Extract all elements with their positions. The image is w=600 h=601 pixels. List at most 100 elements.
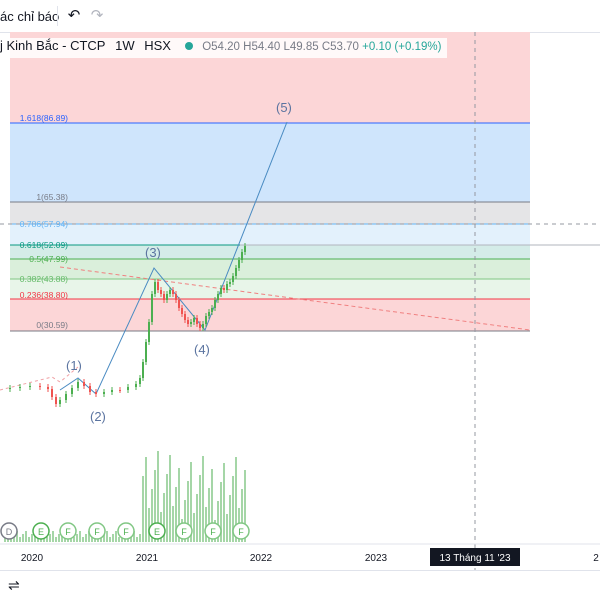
volume-bar (73, 537, 75, 542)
volume-bar (58, 534, 60, 542)
trend-dash-2 (59, 266, 531, 331)
volume-bar (232, 476, 234, 542)
candle-body (151, 294, 153, 322)
fib-label-0786: 0.786(57.94) (20, 219, 68, 229)
volume-bar (25, 531, 27, 542)
event-marker[interactable]: F (175, 522, 193, 540)
event-marker[interactable]: E (148, 522, 166, 540)
volume-bar (82, 537, 84, 542)
x-tick-2023: 2023 (365, 553, 388, 564)
open-value: O54.20 (202, 41, 240, 53)
volume-bar (229, 495, 231, 542)
candle-body (241, 252, 243, 260)
volume-bar (166, 474, 168, 542)
x-tick-2022: 2022 (250, 553, 273, 564)
top-toolbar: ác chỉ báo ↶ ↷ (0, 0, 600, 33)
fib-label-0: 0(30.59) (36, 320, 68, 330)
candle-body (181, 308, 183, 314)
volume-bar (184, 500, 186, 542)
volume-bar (205, 507, 207, 542)
fib-zone-grey (10, 202, 530, 224)
candle-body (89, 386, 91, 392)
candle-body (211, 308, 213, 312)
volume-bar (16, 531, 18, 542)
compare-icon[interactable]: ⇌ (8, 577, 20, 593)
candle-body (47, 387, 49, 389)
event-marker[interactable]: F (232, 522, 250, 540)
candle-body (229, 282, 231, 284)
indicators-button[interactable]: ác chỉ báo (0, 9, 60, 24)
candle-body (163, 294, 165, 300)
volume-bar (112, 534, 114, 542)
close-value: C53.70 (321, 41, 359, 53)
svg-text:D: D (6, 527, 13, 537)
change-value: +0.10 (+0.19%) (362, 41, 442, 53)
volume-bar (235, 457, 237, 542)
event-marker[interactable]: D (0, 522, 18, 540)
candle-body (196, 318, 198, 324)
volume-bar (31, 534, 33, 542)
candle-body (51, 389, 53, 397)
candle-body (214, 300, 216, 308)
chart-canvas[interactable]: 1.618(86.89) 1(65.38) 0.786(57.94) 0.618… (0, 32, 600, 572)
svg-text:F: F (210, 527, 216, 537)
volume-bar (157, 451, 159, 542)
wave-label-1: (1) (66, 358, 82, 373)
event-marker[interactable]: F (204, 522, 222, 540)
volume-bar (211, 469, 213, 542)
candle-body (178, 300, 180, 308)
candle-body (190, 322, 192, 324)
candle-body (111, 390, 113, 392)
volume-bar (178, 468, 180, 542)
undo-icon[interactable]: ↶ (67, 7, 81, 24)
volume-bar (139, 534, 141, 542)
volume-bar (208, 488, 210, 542)
event-markers: D E F F F E F F F (0, 522, 250, 540)
volume-bar (148, 508, 150, 542)
volume-bar (85, 534, 87, 542)
event-marker[interactable]: F (117, 522, 135, 540)
x-tick-next: 2 (593, 553, 599, 564)
fib-label-0236: 0.236(38.80) (20, 290, 68, 300)
volume-bar (37, 537, 39, 542)
volume-bar (52, 531, 54, 542)
candle-body (59, 400, 61, 404)
candle-body (142, 362, 144, 378)
svg-text:F: F (123, 527, 129, 537)
redo-icon[interactable]: ↷ (90, 7, 104, 24)
candle-body (65, 394, 67, 400)
volume-bar (223, 463, 225, 542)
market-status-dot (184, 42, 193, 51)
svg-text:F: F (94, 527, 100, 537)
price-candles (9, 243, 246, 407)
candle-body (202, 324, 204, 328)
volume-bar (106, 531, 108, 542)
volume-bar (193, 513, 195, 542)
volume-bar (154, 470, 156, 542)
event-marker[interactable]: F (88, 522, 106, 540)
candle-body (226, 284, 228, 290)
symbol-legend[interactable]: j Kinh Bắc - CTCP 1W HSX O54.20 H54.40 L… (0, 38, 448, 58)
fib-zone-lightblue (10, 224, 530, 245)
volume-bar (118, 537, 120, 542)
candle-body (145, 342, 147, 362)
fib-label-0618: 0.618(52.09) (20, 240, 68, 250)
volume-bar (22, 534, 24, 542)
ohlc-values: O54.20 H54.40 L49.85 C53.70 +0.10 (+0.19… (202, 41, 441, 53)
candle-body (160, 290, 162, 294)
low-value: L49.85 (283, 41, 319, 53)
event-marker[interactable]: E (32, 522, 50, 540)
volume-bar (64, 537, 66, 542)
volume-bar (145, 457, 147, 542)
candle-body (169, 290, 171, 294)
candle-body (208, 312, 210, 316)
volume-bar (151, 489, 153, 542)
event-marker[interactable]: F (59, 522, 77, 540)
x-tick-2021: 2021 (136, 553, 159, 564)
volume-bar (136, 537, 138, 542)
volume-bar (142, 476, 144, 542)
volume-bar (115, 531, 117, 542)
candle-body (217, 294, 219, 300)
volume-bar (109, 537, 111, 542)
candle-body (19, 387, 21, 388)
